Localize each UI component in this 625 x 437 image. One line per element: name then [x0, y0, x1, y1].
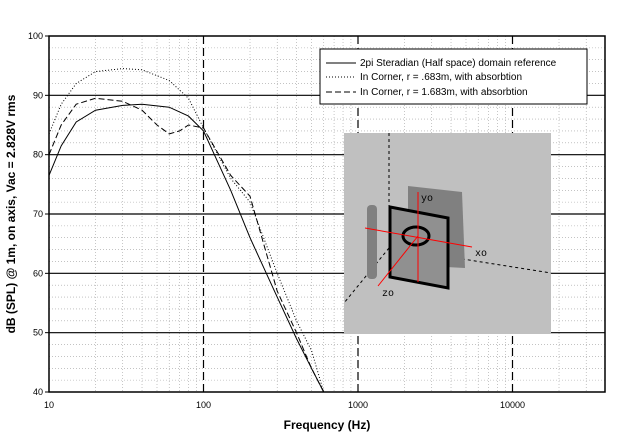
legend-label-corner-1683: In Corner, r = 1.683m, with absorbtion	[360, 87, 528, 98]
series-line-1	[48, 68, 325, 393]
svg-text:100: 100	[196, 400, 211, 410]
legend-label-corner-683: In Corner, r = .683m, with absorbtion	[360, 72, 522, 83]
y-label: yo	[421, 194, 433, 205]
x-axis-line	[364, 227, 473, 248]
data-series	[48, 68, 325, 393]
svg-text:10: 10	[44, 400, 54, 410]
svg-text:90: 90	[33, 90, 43, 100]
z-label: zo	[382, 289, 394, 300]
legend: 2pi Steradian (Half space) domain refere…	[319, 48, 588, 105]
svg-text:100: 100	[28, 31, 43, 41]
series-line-0	[48, 103, 325, 393]
svg-text:50: 50	[33, 328, 43, 338]
x-axis-ticks: 10 100 1000 10000	[44, 400, 525, 410]
x-axis-title: Frequency (Hz)	[284, 418, 371, 432]
corner-diagram-inset: yo xo zo	[343, 133, 552, 334]
y-axis-title: dB (SPL) @ 1m, on axis, Vac = 2.828V rms	[4, 94, 18, 333]
z-axis-line	[377, 235, 419, 287]
svg-text:60: 60	[33, 268, 43, 278]
box-front-panel	[388, 205, 450, 290]
corner-floor-edge-right	[449, 256, 552, 274]
svg-text:1000: 1000	[348, 400, 368, 410]
driver-cone-icon	[401, 225, 431, 247]
y-axis-ticks: 40 50 60 70 80 90 100	[28, 31, 49, 397]
svg-text:10000: 10000	[500, 400, 525, 410]
series-line-2	[48, 97, 325, 393]
svg-text:70: 70	[33, 209, 43, 219]
svg-text:40: 40	[33, 387, 43, 397]
svg-text:80: 80	[33, 150, 43, 160]
legend-box	[319, 48, 588, 105]
side-panel	[367, 205, 377, 279]
x-label: xo	[475, 249, 487, 260]
legend-label-half-space: 2pi Steradian (Half space) domain refere…	[360, 58, 557, 69]
